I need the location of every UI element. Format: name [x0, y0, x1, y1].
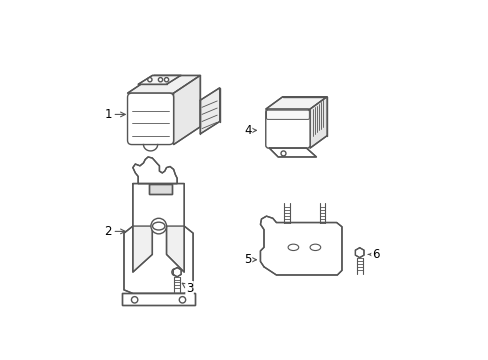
Circle shape: [151, 218, 166, 234]
Text: 3: 3: [182, 282, 193, 294]
Polygon shape: [138, 76, 181, 84]
Polygon shape: [133, 157, 177, 184]
Polygon shape: [124, 184, 193, 293]
Circle shape: [131, 297, 138, 303]
Polygon shape: [265, 97, 326, 109]
FancyBboxPatch shape: [266, 110, 309, 120]
Polygon shape: [173, 267, 181, 277]
Circle shape: [179, 297, 185, 303]
Circle shape: [164, 77, 168, 82]
Circle shape: [171, 269, 179, 276]
Polygon shape: [166, 226, 184, 272]
Circle shape: [147, 77, 152, 82]
Ellipse shape: [309, 244, 320, 251]
Circle shape: [158, 77, 163, 82]
Polygon shape: [260, 216, 341, 275]
Circle shape: [281, 151, 285, 156]
Text: 4: 4: [244, 124, 256, 137]
Polygon shape: [309, 97, 326, 148]
Ellipse shape: [152, 222, 164, 230]
FancyBboxPatch shape: [265, 109, 309, 148]
Polygon shape: [355, 248, 363, 258]
Text: 6: 6: [367, 248, 379, 261]
Ellipse shape: [287, 244, 298, 251]
Polygon shape: [269, 148, 316, 157]
Polygon shape: [122, 293, 195, 305]
Text: 2: 2: [104, 225, 125, 238]
Polygon shape: [133, 226, 152, 272]
Polygon shape: [148, 184, 171, 194]
Text: 5: 5: [244, 253, 256, 266]
FancyBboxPatch shape: [127, 93, 173, 145]
Polygon shape: [127, 76, 200, 93]
Polygon shape: [200, 88, 219, 134]
Polygon shape: [173, 76, 200, 145]
Text: 1: 1: [104, 108, 125, 121]
